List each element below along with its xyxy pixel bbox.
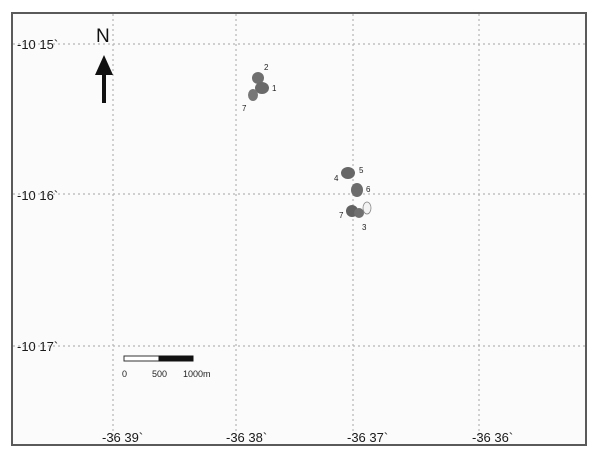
north-arrow: N <box>95 26 113 103</box>
site-marker <box>354 208 364 218</box>
site-marker <box>248 89 258 101</box>
site-marker <box>255 82 269 94</box>
scale-bar: 0 500 1000m <box>122 355 211 379</box>
scale-bar-light-segment <box>123 355 160 362</box>
north-label: N <box>96 26 110 47</box>
site-label: 7 <box>339 211 344 220</box>
longitude-tick-label: -36 38` <box>226 430 267 445</box>
site-label: 5 <box>359 166 364 175</box>
scale-bar-label: 500 <box>152 369 167 379</box>
site-label: 6 <box>366 185 371 194</box>
latitude-tick-label: -10 16` <box>17 188 58 203</box>
site-group-south: 4 5 6 7 3 <box>334 166 372 232</box>
scale-bar-label: 1000m <box>183 369 211 379</box>
site-marker <box>351 183 363 197</box>
north-arrow-shaft <box>102 74 106 103</box>
site-label: 1 <box>272 84 277 93</box>
north-arrow-head-icon <box>95 55 113 75</box>
site-marker <box>252 72 264 84</box>
latitude-tick-label: -10 17` <box>17 339 58 354</box>
site-label: 2 <box>264 63 269 72</box>
longitude-tick-label: -36 39` <box>102 430 143 445</box>
map-frame <box>11 12 587 446</box>
site-marker <box>362 201 372 215</box>
site-label: 4 <box>334 174 339 183</box>
latitude-tick-label: -10 15` <box>17 37 58 52</box>
scale-bar-label: 0 <box>122 369 127 379</box>
scale-bar-dark-segment <box>158 355 194 362</box>
site-marker <box>341 167 355 179</box>
site-label: 3 <box>362 223 367 232</box>
site-group-north: 2 1 7 <box>242 63 277 113</box>
longitude-tick-label: -36 36` <box>472 430 513 445</box>
site-label: 7 <box>242 104 247 113</box>
longitude-tick-label: -36 37` <box>347 430 388 445</box>
